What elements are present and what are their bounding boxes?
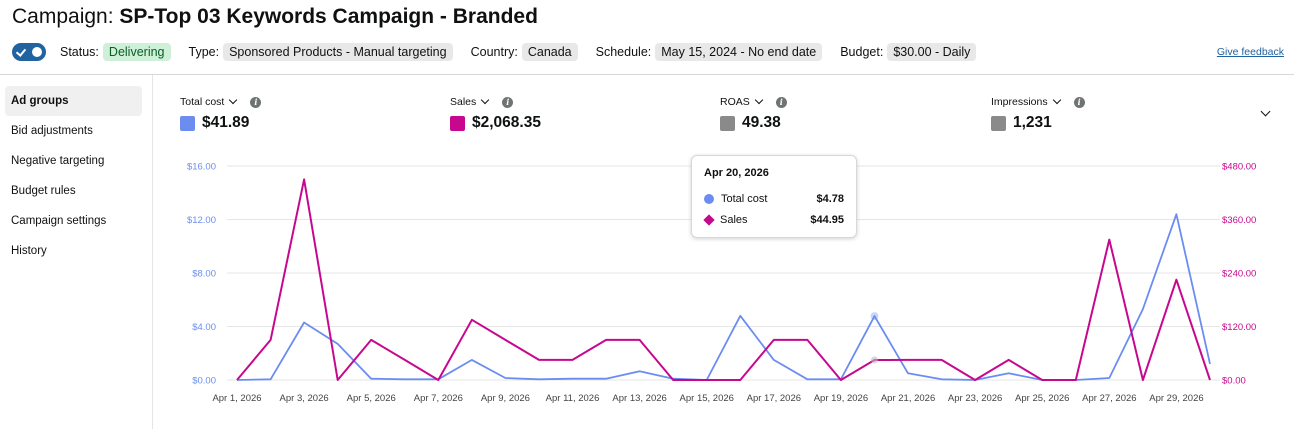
x-tick-label: Apr 21, 2026: [881, 393, 935, 404]
sidebar-item-campaign-settings[interactable]: Campaign settings: [11, 215, 107, 227]
sales-hover-point: [870, 356, 878, 364]
x-tick-label: Apr 15, 2026: [680, 393, 734, 404]
sidebar: Ad groups Bid adjustments Negative targe…: [0, 75, 153, 429]
give-feedback-link[interactable]: Give feedback: [1216, 46, 1284, 58]
metric-label: Total cost: [180, 96, 225, 108]
tooltip-row-sales: Sales $44.95: [703, 214, 844, 226]
schedule-badge[interactable]: May 15, 2024 - No end date: [655, 43, 823, 61]
metric-value: 1,231: [1013, 114, 1052, 131]
schedule-label: Schedule:: [595, 45, 652, 59]
check-icon: [15, 46, 27, 57]
y-left-tick-label: $12.00: [187, 215, 216, 226]
info-icon[interactable]: i: [502, 96, 514, 108]
metric-selector-roas[interactable]: ROAS i: [720, 95, 787, 108]
y-right-tick-label: $360.00: [1222, 215, 1256, 226]
total-cost-hover-point: [870, 312, 879, 321]
chevron-down-icon: [481, 95, 490, 105]
y-right-tick-label: $0.00: [1222, 376, 1246, 387]
y-left-tick-label: $16.00: [187, 162, 216, 173]
sidebar-item-bid-adjustments[interactable]: Bid adjustments: [11, 125, 93, 137]
impressions-swatch[interactable]: [991, 115, 1006, 131]
tooltip-series-value: $4.78: [816, 193, 844, 205]
chart-tooltip: Apr 20, 2026 Total cost $4.78 Sales $44.…: [691, 155, 857, 238]
country-badge: Canada: [521, 43, 578, 61]
x-tick-label: Apr 1, 2026: [212, 393, 261, 404]
metric-sales: Sales i $2,068.35: [450, 95, 541, 132]
x-tick-label: Apr 9, 2026: [481, 393, 530, 404]
toggle-knob: [32, 47, 42, 57]
metric-label: Impressions: [991, 96, 1048, 108]
y-left-tick-label: $8.00: [192, 269, 216, 280]
metric-selector-total-cost[interactable]: Total cost i: [180, 95, 262, 108]
campaign-toggle[interactable]: [12, 43, 46, 61]
x-tick-label: Apr 5, 2026: [347, 393, 396, 404]
status-field: Status: Delivering: [60, 43, 171, 61]
tooltip-series-name: Total cost: [721, 193, 768, 205]
circle-marker-icon: [704, 194, 714, 204]
sidebar-item-ad-groups[interactable]: Ad groups: [5, 86, 142, 116]
y-right-tick-label: $120.00: [1222, 322, 1256, 333]
chevron-down-icon: [754, 95, 764, 105]
schedule-field: Schedule: May 15, 2024 - No end date: [596, 43, 823, 61]
x-tick-label: Apr 23, 2026: [948, 393, 1002, 404]
header-divider: [0, 74, 1294, 75]
metric-value: $41.89: [202, 114, 250, 131]
roas-swatch[interactable]: [720, 115, 735, 131]
sidebar-item-negative-targeting[interactable]: Negative targeting: [11, 155, 105, 167]
expand-chevron-icon[interactable]: [1260, 106, 1271, 117]
metric-label: ROAS: [720, 96, 750, 108]
x-tick-label: Apr 13, 2026: [612, 393, 666, 404]
y-left-tick-label: $0.00: [192, 376, 216, 387]
budget-field: Budget: $30.00 - Daily: [840, 43, 977, 61]
type-label: Type:: [188, 45, 220, 59]
info-icon[interactable]: i: [250, 96, 262, 108]
title-prefix: Campaign:: [12, 5, 120, 28]
country-field: Country: Canada: [471, 43, 578, 61]
metric-impressions: Impressions i 1,231: [991, 95, 1085, 132]
status-label: Status:: [60, 45, 99, 59]
type-field: Type: Sponsored Products - Manual target…: [189, 43, 453, 61]
tooltip-series-name: Sales: [720, 214, 748, 226]
type-badge: Sponsored Products - Manual targeting: [223, 43, 453, 61]
status-bar: Status: Delivering Type: Sponsored Produ…: [12, 42, 1284, 62]
budget-badge[interactable]: $30.00 - Daily: [887, 43, 977, 61]
tooltip-date: Apr 20, 2026: [704, 167, 769, 179]
y-right-tick-label: $480.00: [1222, 162, 1256, 173]
sidebar-item-history[interactable]: History: [11, 245, 47, 257]
diamond-marker-icon: [703, 214, 715, 226]
metric-selector-sales[interactable]: Sales i: [450, 95, 541, 108]
x-tick-label: Apr 3, 2026: [280, 393, 329, 404]
series-line-sales: [236, 178, 1211, 381]
x-tick-label: Apr 19, 2026: [814, 393, 868, 404]
x-tick-label: Apr 25, 2026: [1015, 393, 1069, 404]
tooltip-row-total-cost: Total cost $4.78: [704, 193, 844, 205]
metric-roas: ROAS i 49.38: [720, 95, 787, 132]
sales-swatch[interactable]: [450, 115, 465, 131]
metric-value: 49.38: [742, 114, 781, 131]
page-title: Campaign: SP-Top 03 Keywords Campaign - …: [12, 5, 538, 29]
metric-selector-impressions[interactable]: Impressions i: [991, 95, 1085, 108]
x-tick-label: Apr 27, 2026: [1082, 393, 1136, 404]
x-tick-label: Apr 17, 2026: [747, 393, 801, 404]
campaign-name: SP-Top 03 Keywords Campaign - Branded: [119, 5, 538, 28]
metric-total-cost: Total cost i $41.89: [180, 95, 262, 132]
y-right-tick-label: $240.00: [1222, 269, 1256, 280]
chevron-down-icon: [229, 95, 238, 105]
sidebar-item-budget-rules[interactable]: Budget rules: [11, 185, 76, 197]
info-icon[interactable]: i: [1073, 96, 1085, 108]
tooltip-series-value: $44.95: [810, 214, 844, 226]
x-tick-label: Apr 7, 2026: [414, 393, 463, 404]
status-badge: Delivering: [102, 43, 171, 61]
y-left-tick-label: $4.00: [192, 322, 216, 333]
chevron-down-icon: [1052, 95, 1061, 105]
metric-label: Sales: [450, 96, 477, 108]
metric-value: $2,068.35: [472, 114, 541, 131]
info-icon[interactable]: i: [775, 96, 787, 108]
x-tick-label: Apr 29, 2026: [1149, 393, 1203, 404]
budget-label: Budget:: [840, 45, 884, 59]
total-cost-swatch[interactable]: [180, 115, 195, 131]
series-line-total-cost: [236, 213, 1211, 381]
country-label: Country:: [470, 45, 518, 59]
x-tick-label: Apr 11, 2026: [546, 393, 600, 404]
